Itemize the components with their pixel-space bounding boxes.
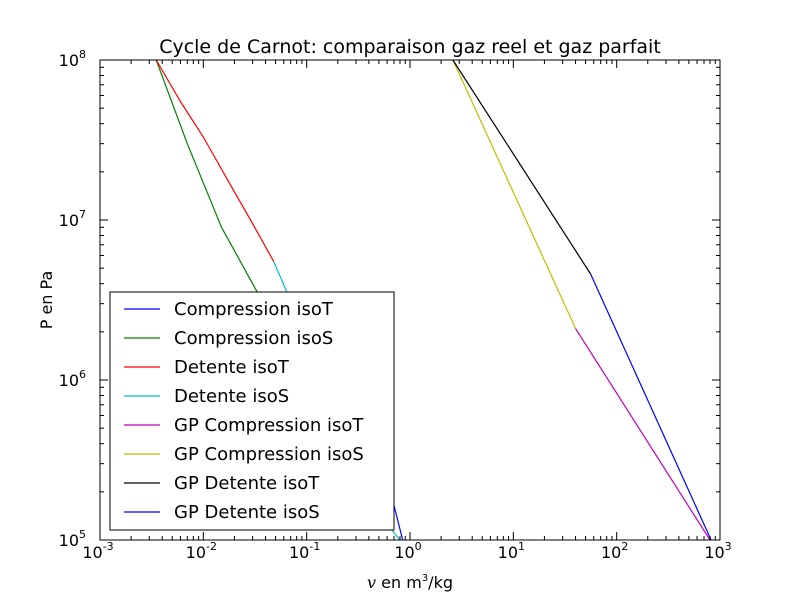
y-tick-base: 10 (59, 51, 79, 70)
chart-title: Cycle de Carnot: comparaison gaz reel et… (159, 36, 661, 58)
series-line-8 (590, 273, 712, 540)
x-tick-base: 10 (394, 543, 414, 562)
series-line-6 (452, 60, 577, 329)
series-line-5 (574, 328, 711, 540)
y-tick-label: 107 (59, 208, 86, 230)
x-tick-label: 10-2 (186, 540, 217, 562)
x-axis-label-text: en m (376, 573, 422, 592)
x-axis-label-sup: 3 (422, 573, 428, 584)
legend-box (109, 291, 395, 531)
y-tick-label: 106 (59, 368, 86, 390)
y-tick-label: 105 (59, 528, 86, 550)
x-tick-base: 10 (82, 543, 102, 562)
y-tick-exp: 7 (79, 208, 86, 221)
x-tick-label: 101 (498, 540, 525, 562)
y-tick-label: 108 (59, 48, 86, 70)
x-tick-exp: 3 (725, 540, 732, 553)
x-tick-base: 10 (498, 543, 518, 562)
y-axis-label: P en Pa (37, 271, 56, 330)
x-axis-label-tail: /kg (428, 573, 453, 592)
legend-label-7: GP Detente isoT (174, 473, 320, 494)
legend-label-5: GP Compression isoT (174, 415, 364, 436)
y-tick-base: 10 (59, 371, 79, 390)
x-tick-base: 10 (289, 543, 309, 562)
x-tick-label: 10-1 (289, 540, 320, 562)
series-line-3 (155, 60, 275, 262)
x-tick-exp: -3 (103, 540, 114, 553)
legend-label-8: GP Detente isoS (174, 502, 320, 523)
legend-label-3: Detente isoT (174, 357, 290, 378)
x-tick-label: 103 (704, 540, 731, 562)
legend-label-2: Compression isoS (174, 328, 333, 349)
y-tick-exp: 6 (79, 368, 86, 381)
x-tick-base: 10 (601, 543, 621, 562)
y-tick-base: 10 (59, 211, 79, 230)
x-axis-label: v en m3/kg (367, 573, 453, 592)
x-tick-exp: 0 (415, 540, 422, 553)
series-line-7 (452, 60, 592, 275)
y-tick-exp: 8 (79, 48, 86, 61)
y-tick-base: 10 (59, 531, 79, 550)
legend-label-6: GP Compression isoS (174, 444, 364, 465)
x-tick-base: 10 (704, 543, 724, 562)
x-tick-label: 10-3 (82, 540, 113, 562)
legend-entries: Compression isoT Compression isoS Detente … (124, 299, 364, 523)
x-tick-exp: 2 (621, 540, 628, 553)
series-layer (155, 60, 712, 540)
x-tick-exp: -2 (206, 540, 217, 553)
x-tick-label: 102 (601, 540, 628, 562)
x-tick-exp: 1 (518, 540, 525, 553)
legend: Compression isoT Compression isoS Detente … (109, 291, 395, 531)
legend-label-4: Detente isoS (174, 386, 289, 407)
x-tick-exp: -1 (309, 540, 320, 553)
x-tick-base: 10 (186, 543, 206, 562)
x-tick-label: 100 (394, 540, 421, 562)
y-tick-exp: 5 (79, 528, 86, 541)
legend-label-1: Compression isoT (174, 299, 334, 320)
x-axis-label-var: v (367, 573, 376, 592)
